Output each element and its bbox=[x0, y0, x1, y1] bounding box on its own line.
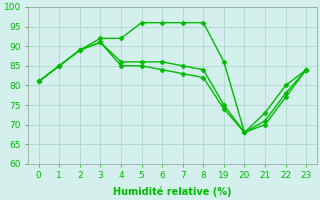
X-axis label: Humidité relative (%): Humidité relative (%) bbox=[113, 186, 232, 197]
